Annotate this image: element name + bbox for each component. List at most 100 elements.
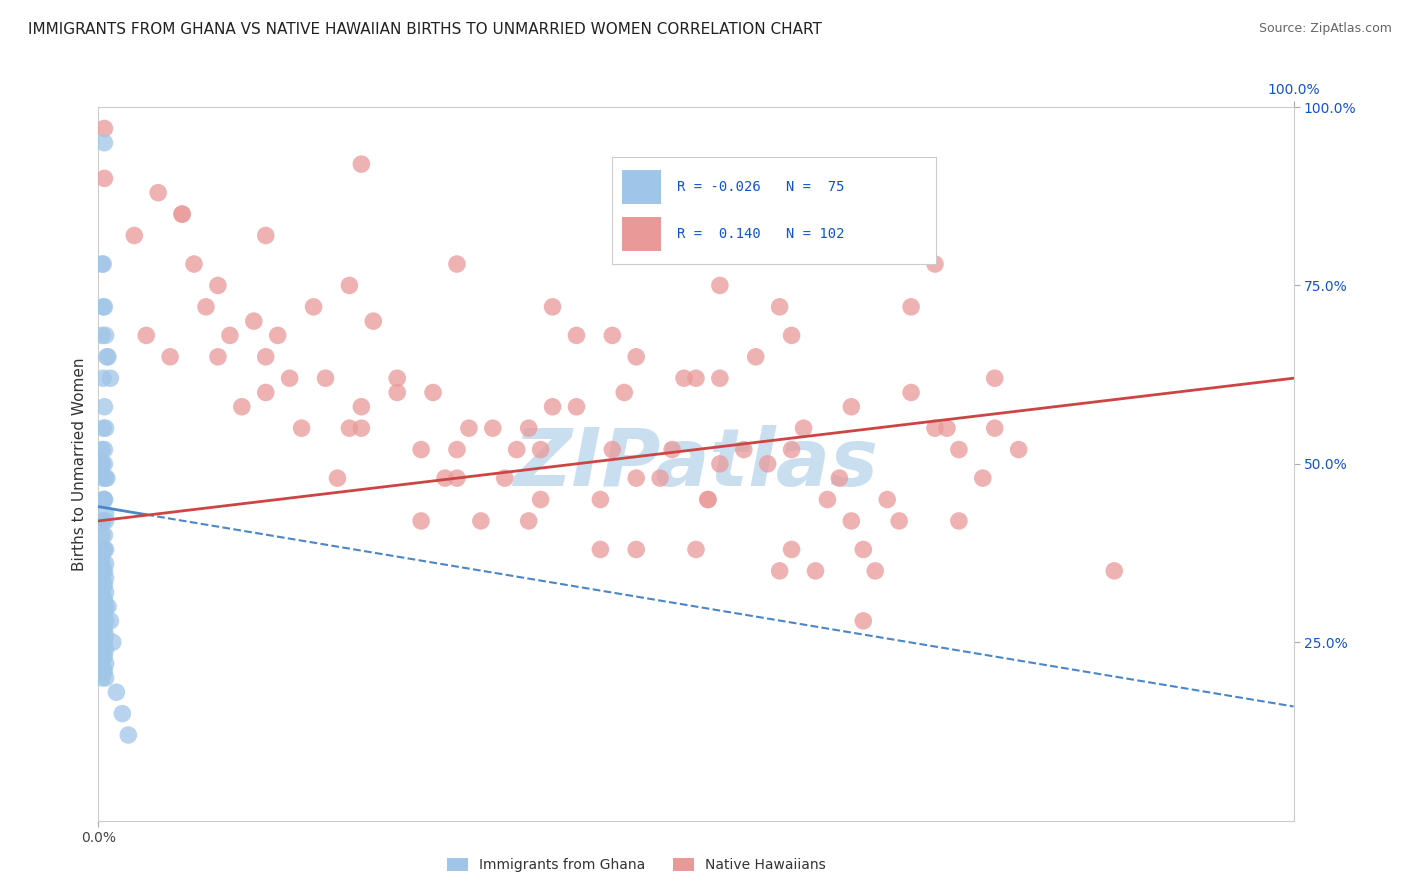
Point [148, 186, 170, 200]
Point [91, 614, 114, 628]
Point [105, 685, 128, 699]
Point [852, 542, 875, 557]
Point [91, 421, 114, 435]
Point [101, 635, 124, 649]
Point [91, 628, 114, 642]
Point [565, 400, 588, 414]
Point [863, 564, 887, 578]
Point [422, 385, 444, 400]
Point [93, 607, 115, 621]
Point [350, 400, 373, 414]
Point [93, 171, 115, 186]
Point [446, 471, 468, 485]
Point [243, 314, 266, 328]
Point [91, 371, 114, 385]
Point [793, 421, 815, 435]
Point [91, 549, 114, 564]
Point [93, 528, 115, 542]
Point [756, 457, 779, 471]
Point [91, 542, 114, 557]
Point [91, 528, 114, 542]
Point [685, 542, 707, 557]
Point [172, 207, 194, 221]
Point [254, 350, 277, 364]
Point [697, 492, 720, 507]
Point [661, 442, 683, 457]
Point [709, 278, 731, 293]
Point [458, 421, 481, 435]
Point [172, 207, 194, 221]
Point [363, 314, 385, 328]
Point [291, 421, 314, 435]
Point [93, 442, 115, 457]
Point [768, 300, 790, 314]
Point [517, 514, 540, 528]
Point [94, 514, 117, 528]
Point [780, 442, 803, 457]
Point [697, 492, 720, 507]
Point [94, 599, 117, 614]
Point [804, 564, 827, 578]
Point [470, 514, 492, 528]
Legend: Immigrants from Ghana, Native Hawaiians: Immigrants from Ghana, Native Hawaiians [441, 853, 831, 878]
Point [93, 564, 115, 578]
Point [93, 492, 115, 507]
Point [768, 564, 790, 578]
Point [648, 471, 672, 485]
Point [91, 585, 114, 599]
Point [93, 664, 115, 678]
Point [93, 578, 115, 592]
Point [541, 400, 564, 414]
Point [948, 442, 970, 457]
Point [852, 614, 875, 628]
Point [91, 492, 114, 507]
Point [94, 585, 117, 599]
Point [481, 421, 505, 435]
Point [91, 300, 114, 314]
Point [91, 564, 114, 578]
Point [207, 278, 229, 293]
Point [93, 649, 115, 664]
Point [91, 557, 114, 571]
Point [984, 421, 1007, 435]
Point [780, 328, 803, 343]
Text: ZIPatlas: ZIPatlas [513, 425, 879, 503]
Point [267, 328, 290, 343]
Point [350, 421, 373, 435]
Point [529, 492, 551, 507]
Point [97, 350, 120, 364]
Point [972, 471, 994, 485]
Point [626, 350, 648, 364]
Point [936, 421, 959, 435]
Point [278, 371, 301, 385]
Point [91, 599, 114, 614]
Point [506, 442, 529, 457]
Point [589, 492, 612, 507]
Point [96, 350, 118, 364]
Point [863, 228, 887, 243]
Point [815, 492, 838, 507]
Point [91, 607, 114, 621]
Point [93, 635, 115, 649]
Point [385, 385, 409, 400]
Point [207, 350, 229, 364]
Point [94, 421, 117, 435]
Point [733, 442, 755, 457]
Point [326, 471, 349, 485]
Point [91, 578, 114, 592]
Point [97, 599, 120, 614]
FancyBboxPatch shape [621, 217, 661, 252]
Point [91, 514, 114, 528]
Point [339, 421, 360, 435]
Point [433, 471, 456, 485]
Point [94, 657, 117, 671]
Point [673, 371, 696, 385]
Point [93, 542, 115, 557]
Point [91, 649, 114, 664]
Point [91, 621, 114, 635]
Point [91, 592, 114, 607]
Point [626, 471, 648, 485]
Point [1102, 564, 1125, 578]
Point [219, 328, 242, 343]
Point [613, 385, 636, 400]
